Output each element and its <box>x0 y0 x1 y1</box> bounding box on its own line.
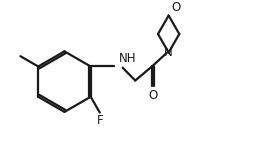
Text: N: N <box>164 46 173 59</box>
Text: O: O <box>172 1 181 14</box>
Text: O: O <box>148 89 158 102</box>
Text: NH: NH <box>119 52 136 64</box>
Text: F: F <box>96 114 103 127</box>
